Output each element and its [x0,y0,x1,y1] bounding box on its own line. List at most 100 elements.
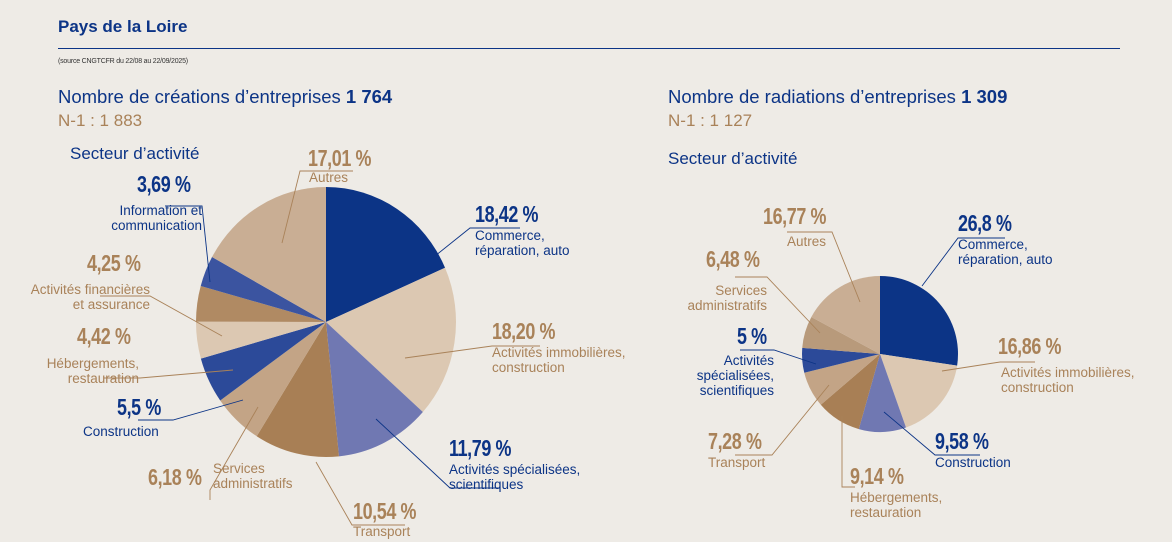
leader-line [429,227,520,261]
slice-value: 5 % [737,323,767,349]
slice-value: 11,79 % [449,435,512,461]
slice-name: Hébergements, restauration [850,490,943,520]
slice-label-specialisees: 11,79 % Activités spécialisées, scientifi… [449,435,580,492]
slice-label-hebergements: 4,42 % [77,323,146,350]
slice-label-commerce: 18,42 % Commerce, réparation, auto [475,201,570,258]
leader-line [883,411,980,456]
slice-label-construction-r: 9,58 % Construction [935,428,1011,470]
leader-line [315,461,405,526]
pie-slice [200,322,326,401]
slice-value: 3,69 % [137,171,191,197]
pie-slice [820,354,880,430]
slice-label-construction: 5,5 % [117,394,173,421]
slice-name: Commerce, réparation, auto [475,228,570,258]
pie-slice [326,267,456,413]
slice-name: Activités immobilières, construction [492,345,626,375]
creations-previous: N-1 : 1 883 [58,111,143,130]
slice-label-services-r: 6,48 % [706,246,775,273]
pie-slice [196,321,326,359]
slice-label-immobilieres: 18,20 % Activités immobilières, construct… [492,318,626,375]
slice-name: Hébergements, restauration [46,356,139,386]
slice-name: Information et communication [111,203,202,233]
creations-sector-label: Secteur d’activité [70,144,200,163]
slice-label-commerce-r: 26,8 % Commerce, réparation, auto [958,210,1053,267]
radiations-heading: Nombre de radiations d’entreprises 1 309 [668,86,1007,108]
pie-slice [196,285,326,322]
slice-label-transport-r: 7,28 % Transport [708,428,777,470]
slice-label-transport: 10,54 % Transport [353,498,434,539]
pie-slice [880,354,958,428]
slice-name: Activités financières et assurance [30,282,150,312]
leader-line [165,205,211,283]
radiations-sector-label: Secteur d’activité [668,149,798,168]
pie-slice [256,322,339,457]
pie-slice [326,322,423,457]
slice-name: Services administratifs [687,283,767,313]
creations-heading: Nombre de créations d’entreprises 1 764 [58,86,392,108]
slice-value: 16,77 % [763,203,827,229]
leader-line [209,406,259,500]
slice-label-financieres: 4,25 % [87,250,156,277]
leader-line [921,237,1005,287]
leader-line [740,349,817,365]
pie-slice [811,276,880,354]
pie-slice [212,187,326,322]
slice-value: 16,86 % [998,333,1062,359]
slice-name: Activités spécialisées, scientifiques [449,462,581,492]
leader-line [404,345,540,359]
pie-slice [200,257,326,322]
title-divider [58,48,1120,49]
pie-slice [220,322,326,437]
slice-label-specialisees-r: 5 % [737,323,775,350]
pie-slice [326,187,446,322]
slice-value: 17,01 % [308,145,372,171]
slice-name: Activités immobilières, construction [1001,365,1135,395]
slice-name: Transport [353,524,411,539]
slice-name: Autres [787,234,827,249]
leader-line [100,295,223,337]
slice-value: 6,48 % [706,246,760,272]
slice-name: Autres [309,170,349,185]
slice-value: 4,42 % [77,323,131,349]
slice-value: 4,25 % [87,250,141,276]
slice-label-hebergements-r: 9,14 % Hébergements, restauration [850,463,942,520]
radiations-total: 1 309 [961,86,1008,107]
leader-line [104,369,234,379]
leader-line [375,418,500,489]
radiations-previous: N-1 : 1 127 [668,111,753,130]
leader-line [138,399,244,421]
slice-label-autres: 17,01 % Autres [308,145,389,185]
slice-value: 7,28 % [708,428,762,454]
leader-line [735,276,821,334]
slice-value: 26,8 % [958,210,1012,236]
slice-value: 6,18 % [148,464,202,490]
leader-line [735,384,830,456]
radiations-heading-text: Nombre de radiations d’entreprises [668,86,956,107]
creations-heading-text: Nombre de créations d’entreprises [58,86,341,107]
slice-value: 9,14 % [850,463,904,489]
creations-pie [196,187,456,457]
leader-line [281,170,353,244]
slice-value: 5,5 % [117,394,161,420]
slice-name: Construction [935,455,1011,470]
radiations-pie [802,276,958,432]
pie-slice [880,276,958,366]
slice-value: 18,42 % [475,201,539,227]
slice-label-immobilieres-r: 16,86 % [998,333,1079,360]
slice-name: Services administratifs [213,461,293,491]
slice-name: Construction [83,424,159,439]
page-title: Pays de la Loire [58,17,188,36]
slice-label-information: 3,69 % [137,171,206,198]
source-note: (source CNGTCFR du 22/08 au 22/09/2025) [58,58,188,65]
slice-value: 9,58 % [935,428,989,454]
pie-slice [802,316,880,354]
slice-name: Transport [708,455,766,470]
pie-slice [858,354,906,432]
slice-value: 10,54 % [353,498,417,524]
leader-line [941,361,1035,372]
slice-value: 18,20 % [492,318,556,344]
slice-label-autres-r: 16,77 % [763,203,844,230]
pie-slice [802,347,880,373]
leader-line [841,416,855,488]
